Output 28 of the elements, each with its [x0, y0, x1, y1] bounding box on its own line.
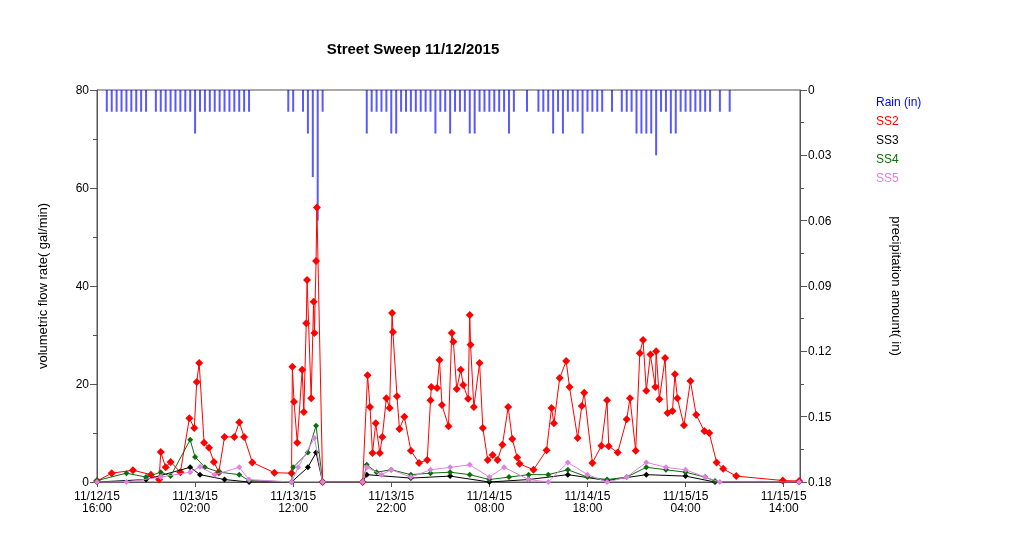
y2-tick-label: 0.15: [808, 409, 832, 424]
x-tick-label: 11/14/15 18:00: [564, 489, 611, 515]
y-tick-label: 40: [75, 279, 90, 293]
y2-tick-label: 0.03: [808, 148, 832, 163]
text: SS2: [876, 114, 900, 128]
x-tick-label: 11/13/15 22:00: [368, 489, 415, 515]
y2-tick-label: 0.12: [808, 344, 832, 359]
x-tick-label: 11/13/15 12:00: [270, 489, 317, 515]
y-tick-label: 0: [82, 475, 90, 489]
text: SS5: [876, 171, 900, 185]
x-tick-label: 11/15/15 04:00: [662, 489, 709, 515]
x-tick-label: 11/14/15 08:00: [466, 489, 513, 515]
x-tick-label: 11/15/15 14:00: [760, 489, 807, 515]
text: SS3: [876, 133, 900, 147]
y-tick-label: 80: [75, 83, 90, 97]
y2-tick-label: 0.06: [808, 213, 832, 228]
y2-tick-label: 0.09: [808, 279, 832, 293]
y-tick-label: 20: [75, 377, 90, 391]
y2-tick-label: 0.18: [808, 475, 832, 489]
text: SS4: [876, 152, 900, 166]
chart-title: Street Sweep 11/12/2015: [326, 40, 500, 57]
y-tick-label: 60: [75, 181, 90, 195]
y-axis-title: volumetric flow rate( gal/min): [35, 202, 50, 370]
x-tick-label: 11/12/15 16:00: [74, 489, 121, 515]
y2-tick-label: 0: [808, 83, 815, 97]
x-tick-label: 11/13/15 02:00: [172, 489, 219, 515]
y2-axis-title: precipitation amount( in): [889, 216, 904, 356]
text: Rain (in): [876, 95, 922, 109]
